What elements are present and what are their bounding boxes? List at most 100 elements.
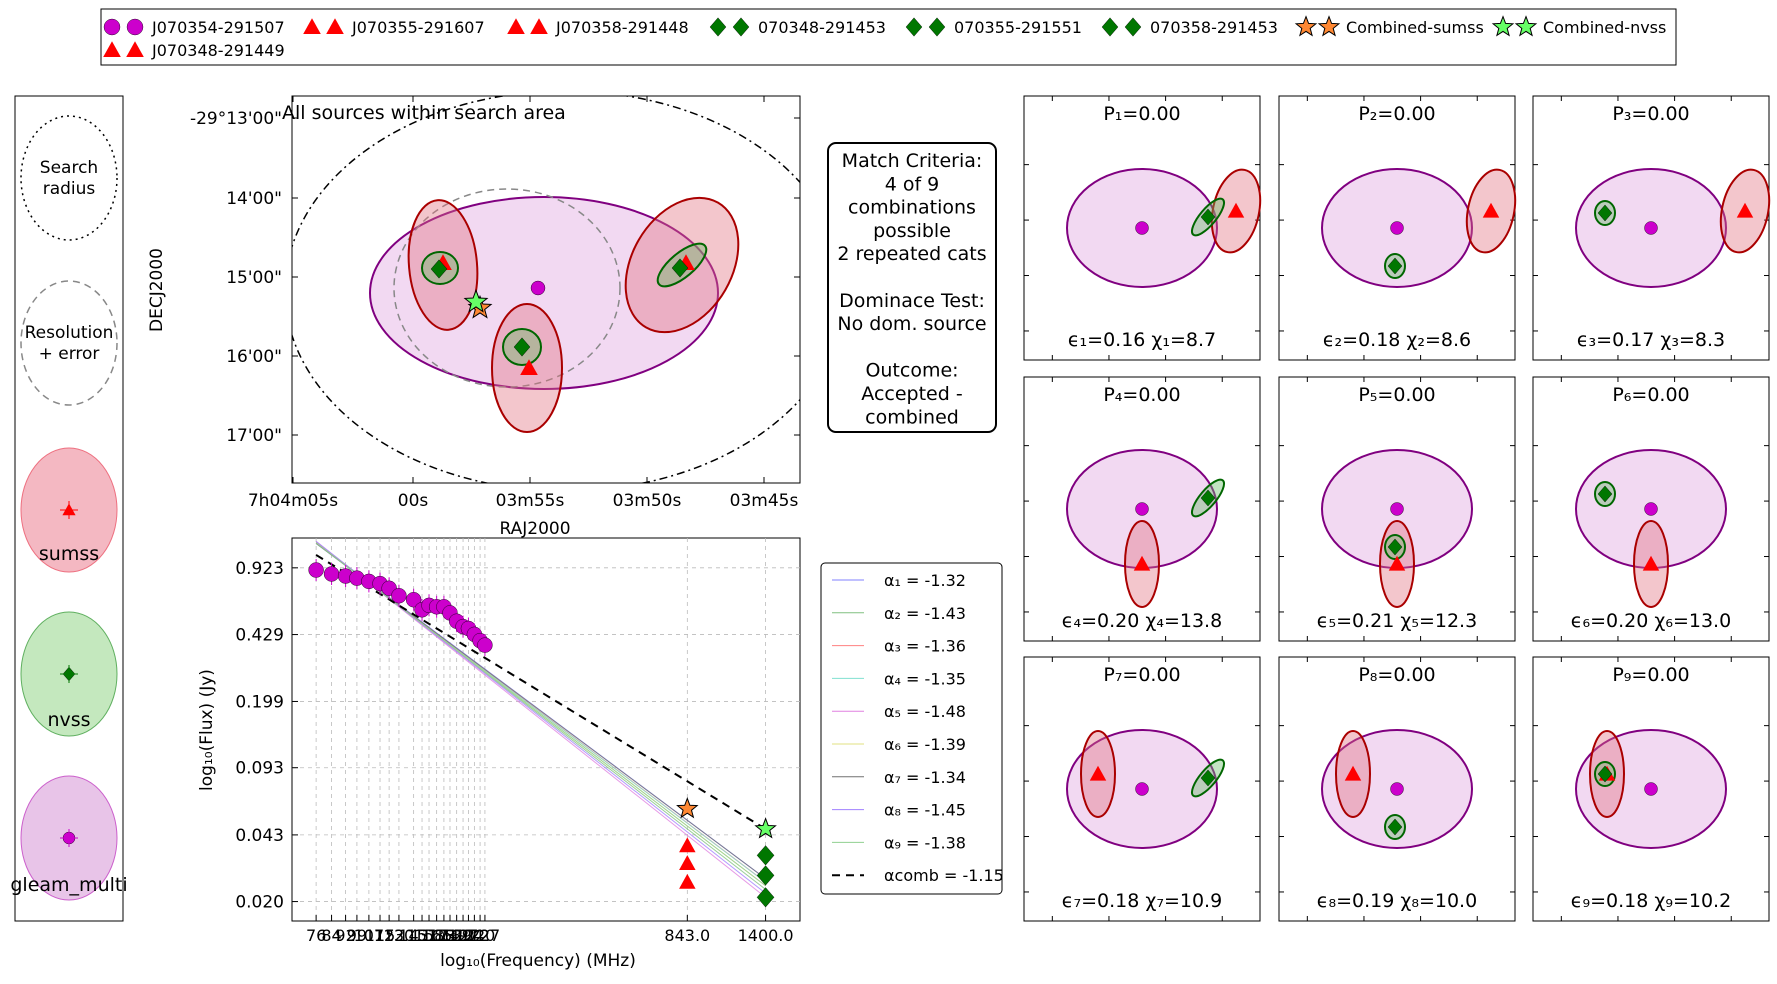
sumss-data-point [679, 837, 696, 853]
sumss-source-marker [520, 359, 538, 376]
combination-panel-1: P₁=0.00 ϵ₁=0.16 χ₁=8.7 [1023, 95, 1262, 361]
match-box-frame [827, 142, 997, 433]
legend-label: J070355-291607 [351, 18, 485, 37]
combination-stats: ϵ₁=0.16 χ₁=8.7 [1068, 329, 1216, 351]
sed-y-tick-label: 0.043 [235, 826, 284, 846]
legend-label: J070348-291449 [151, 41, 285, 60]
gleam-source-marker [1135, 221, 1149, 235]
catalogue-key-label: nvss [47, 709, 90, 731]
gleam-data-point [308, 562, 324, 578]
gleam-source-marker [1390, 502, 1404, 516]
sed-x-tick-label: 130 [384, 926, 415, 945]
sumss-data-point [679, 855, 696, 870]
sky-content [292, 96, 800, 483]
match-box-line: 2 repeated cats [837, 243, 986, 265]
fit-legend-label: α₆ = -1.39 [884, 735, 966, 754]
sky-y-tick-label: 14'00" [226, 189, 282, 209]
spectrum-plot: 0.923 0.429 0.199 0.093 0.043 0.020 7684929910… [197, 537, 801, 971]
fit-legend-label: αcomb = -1.15 [884, 866, 1004, 885]
gleam-source-marker [1390, 782, 1404, 796]
fit-legend-label: α₄ = -1.35 [884, 669, 966, 688]
match-box-line: Outcome: [865, 360, 958, 382]
legend-marker-triangle [507, 18, 525, 35]
match-box-line: combined [865, 406, 959, 428]
fit-legend-label: α₅ = -1.48 [884, 702, 966, 721]
legend-marker-diamond [905, 17, 923, 37]
sky-y-tick-label: -29°13'00" [190, 109, 282, 129]
sky-frame [291, 95, 801, 484]
fit-legend-label: α₂ = -1.43 [884, 604, 966, 623]
match-box-line: No dom. source [837, 313, 986, 335]
combination-probability: P₁=0.00 [1103, 103, 1180, 125]
sky-x-tick-label: 03m55s [496, 491, 565, 511]
combination-probability: P₈=0.00 [1358, 664, 1435, 686]
top-legend-frame [100, 8, 1677, 66]
combination-probability: P₆=0.00 [1612, 384, 1689, 406]
sed-x-tick-label: 227 [470, 926, 501, 945]
sed-x-tick-label: 151 [407, 926, 438, 945]
fit-legend-label: α₉ = -1.38 [884, 833, 966, 852]
combination-stats: ϵ₄=0.20 χ₄=13.8 [1062, 610, 1222, 632]
sed-x-tick-label: 99 [347, 926, 367, 945]
combination-panel-7: P₇=0.00 ϵ₇=0.18 χ₇=10.9 [1023, 656, 1261, 922]
sumss-source-marker [1642, 555, 1660, 571]
sky-x-tick-label: 03m45s [730, 491, 799, 511]
combination-stats: ϵ₇=0.18 χ₇=10.9 [1062, 890, 1222, 912]
sed-x-tick-label: 143 [398, 926, 429, 945]
fit-legend-label: α₃ = -1.36 [884, 637, 966, 656]
combination-stats: ϵ₃=0.17 χ₃=8.3 [1577, 329, 1725, 351]
sky-x-tick-label: 03m50s [613, 491, 682, 511]
sed-x-tick-label: 1400.0 [738, 926, 794, 945]
legend-marker-triangle [126, 41, 144, 58]
match-box-line: Accepted - [861, 383, 962, 405]
legend-marker-star [1317, 15, 1341, 37]
fit-legend-label: α₇ = -1.34 [884, 768, 966, 787]
legend-marker-star [1294, 15, 1318, 37]
sky-position-panel: All sources within search area 7h04m05s 00… [147, 95, 801, 539]
gleam-source-marker [530, 280, 546, 296]
sed-y-tick-label: 0.923 [235, 559, 284, 579]
nvss-source-marker [671, 258, 689, 278]
sed-x-tick-label: 84 [321, 926, 341, 945]
nvss-source-marker [1387, 257, 1403, 275]
nvss-source-marker [1387, 538, 1403, 556]
legend-marker-star [1491, 15, 1515, 37]
nvss-source-marker [513, 337, 531, 357]
match-criteria-box: Match Criteria:4 of 9combinationspossibl… [827, 142, 997, 433]
combination-probability: P₄=0.00 [1103, 384, 1180, 406]
search-radius-key [20, 115, 118, 241]
sed-x-tick-label: 212 [459, 926, 490, 945]
legend-label: Combined-nvss [1543, 18, 1666, 37]
sed-frame [291, 537, 801, 922]
combination-panel-8: P₈=0.00 ϵ₈=0.19 χ₈=10.0 [1278, 656, 1516, 922]
nvss-source-marker [1200, 769, 1216, 787]
combination-stats: ϵ₆=0.20 χ₆=13.0 [1571, 610, 1731, 632]
sumss-source-marker [1388, 555, 1406, 571]
legend-label: Combined-sumss [1346, 18, 1484, 37]
combined-nvss-marker [463, 288, 489, 313]
sky-x-tick-label: 7h04m05s [248, 491, 338, 511]
sed-x-tick-label: 158 [414, 926, 445, 945]
sed-y-axis-label: log₁₀(Flux) (Jy) [197, 669, 217, 791]
legend-marker-circle [126, 18, 144, 36]
combined-sumss-point [676, 796, 699, 819]
gleam-source-marker [1390, 221, 1404, 235]
sky-panel-title: All sources within search area [282, 102, 566, 124]
combination-stats: ϵ₉=0.18 χ₉=10.2 [1571, 890, 1731, 912]
gleam-data-point [323, 566, 340, 582]
combination-panel-6: P₆=0.00 ϵ₆=0.20 χ₆=13.0 [1532, 376, 1770, 642]
combination-panel-3: P₃=0.00 ϵ₃=0.17 χ₃=8.3 [1532, 95, 1771, 361]
match-box-line: Dominace Test: [839, 290, 985, 312]
sed-x-tick-label: 92 [335, 926, 355, 945]
sed-x-tick-label: 174 [429, 926, 460, 945]
combination-panel-2: P₂=0.00 ϵ₂=0.18 χ₂=8.6 [1278, 95, 1517, 361]
nvss-data-point [756, 887, 775, 908]
nvss-source-marker [1387, 818, 1403, 836]
legend-marker-circle [103, 18, 121, 36]
match-box-line: possible [873, 220, 951, 242]
legend-marker-diamond [732, 17, 750, 37]
sed-x-tick-label: 197 [448, 926, 479, 945]
catalogue-key-label: gleam_multi [10, 874, 127, 896]
sky-y-tick-label: 15'00" [226, 268, 282, 288]
gleam-source-marker [1644, 221, 1658, 235]
